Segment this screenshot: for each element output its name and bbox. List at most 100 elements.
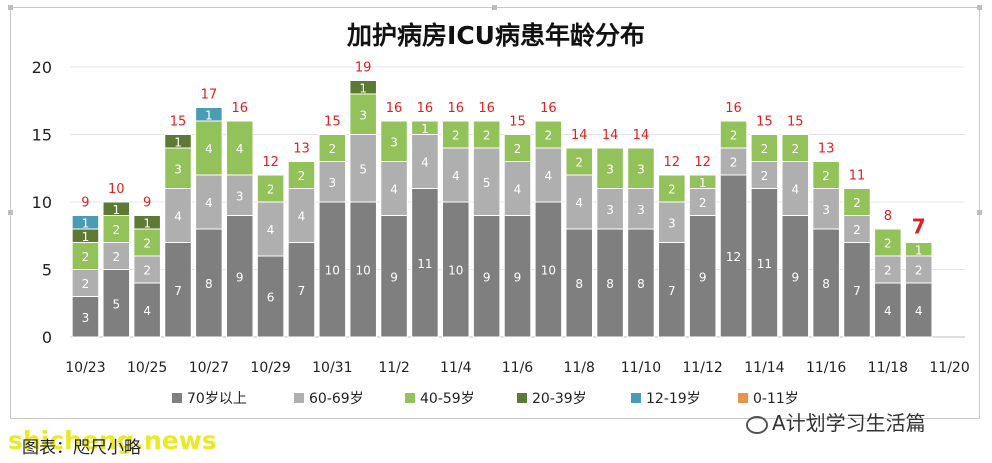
bar-segment [318,134,347,162]
bar-segment-label: 3 [329,176,337,190]
legend-label: 12-19岁 [646,391,701,407]
bar-segment [102,201,131,216]
resize-handle-right[interactable] [977,210,982,215]
bar-segment [627,228,655,338]
bar-segment-label: 3 [236,189,244,203]
x-tick-label: 11/10 [621,360,661,376]
y-tick-label: 15 [32,126,52,145]
resize-handle-left[interactable] [8,210,13,215]
bar-segment [133,255,161,284]
bar-segment-label: 2 [884,237,892,251]
bar-segment-label: 3 [822,203,830,217]
bar-total-label: 15 [787,115,804,130]
bar-segment [380,215,408,338]
bar-segment-label: 2 [853,223,861,237]
x-tick-label: 10/31 [312,360,352,376]
y-tick-label: 0 [42,328,52,347]
resize-handle-top[interactable] [492,5,497,10]
bar-segment [843,188,871,216]
bar-segment [874,282,902,338]
bar-segment [627,147,655,189]
bar-segment-label: 2 [298,169,306,183]
bar-segment-label: 4 [575,196,583,210]
bar-segment-label: 4 [205,142,213,156]
bar-segment [750,134,779,162]
bar-segment-label: 4 [791,183,799,197]
bar-segment-label: 4 [915,304,923,318]
bar-segment-label: 2 [483,129,491,143]
bar-segment [472,147,501,216]
bar-segment [904,242,933,257]
legend-label: 0-11岁 [753,391,799,407]
x-tick-label: 11/14 [744,360,784,376]
wechat-account: A计划学习生活篇 [746,407,926,436]
bar-segment-label: 10 [448,264,463,278]
bar-segment-label: 10 [356,264,371,278]
bar-segment [719,147,748,176]
bar-total-label: 17 [201,88,218,103]
bar-segment [287,161,316,189]
bar-segment-label: 4 [421,156,429,170]
bar-segment-label: 1 [82,216,90,230]
bar-segment-label: 4 [298,210,306,224]
bar-segment-label: 3 [668,216,676,230]
legend-label: 20-39岁 [532,391,587,407]
bar-segment [71,269,100,297]
bar-segment-label: 5 [112,297,120,311]
bar-segment-label: 2 [761,169,769,183]
bar-segment-label: 2 [112,250,120,264]
bar-segment-label: 4 [267,223,275,237]
bar-segment-label: 2 [730,156,738,170]
bar-segment [812,228,840,338]
watermark-text: shicheng.news [8,426,217,455]
bar-segment-label: 10 [325,264,340,278]
bar-segment [164,188,192,243]
bar-segment-label: 7 [668,284,676,298]
bar-segment [442,201,470,338]
bar-segment-label: 3 [606,162,614,176]
resize-handle-top-left[interactable] [8,5,13,10]
x-tick-label: 10/29 [250,360,290,376]
bar-segment-label: 2 [730,129,738,143]
bar-segment-label: 9 [483,270,491,284]
bar-segment-label: 7 [174,284,182,298]
bar-segment-label: 8 [822,277,830,291]
bar-segment-label: 4 [452,169,460,183]
bar-segment-label: 1 [82,230,90,244]
bar-segment [904,282,933,338]
bar-segment-label: 11 [757,257,772,271]
bar-segment-label: 2 [112,223,120,237]
bar-segment-label: 1 [205,108,213,122]
x-tick-label: 11/4 [440,360,472,376]
bar-segment [534,120,563,149]
bar-total-label: 10 [108,182,125,197]
bar-total-label: 14 [633,128,650,143]
bar-segment [164,147,192,189]
bar-segment-label: 9 [236,270,244,284]
bar-segment-label: 9 [514,270,522,284]
bar-total-label: 12 [262,155,279,170]
resize-handle-top-right[interactable] [977,5,982,10]
bar-total-label: 16 [478,101,495,116]
bar-segment-label: 2 [545,129,553,143]
bar-total-label: 15 [324,115,341,130]
bar-segment [71,296,100,338]
bar-segment [411,188,439,338]
bar-total-label: 7 [912,215,926,239]
bar-segment-label: 3 [82,311,90,325]
bar-segment [658,242,686,338]
legend-label: 40-59岁 [420,391,475,407]
bar-segment [596,228,624,338]
bar-segment-label: 5 [483,176,491,190]
bar-segment-label: 8 [606,277,614,291]
bar-segment [133,228,161,257]
bar-segment [225,174,254,216]
bar-segment-label: 4 [545,169,553,183]
bar-segment-label: 4 [174,210,182,224]
bar-segment [472,215,501,338]
bar-segment-label: 3 [390,135,398,149]
bar-segment [719,120,748,149]
y-tick-label: 10 [32,193,52,212]
bar-segment-label: 1 [112,203,120,217]
